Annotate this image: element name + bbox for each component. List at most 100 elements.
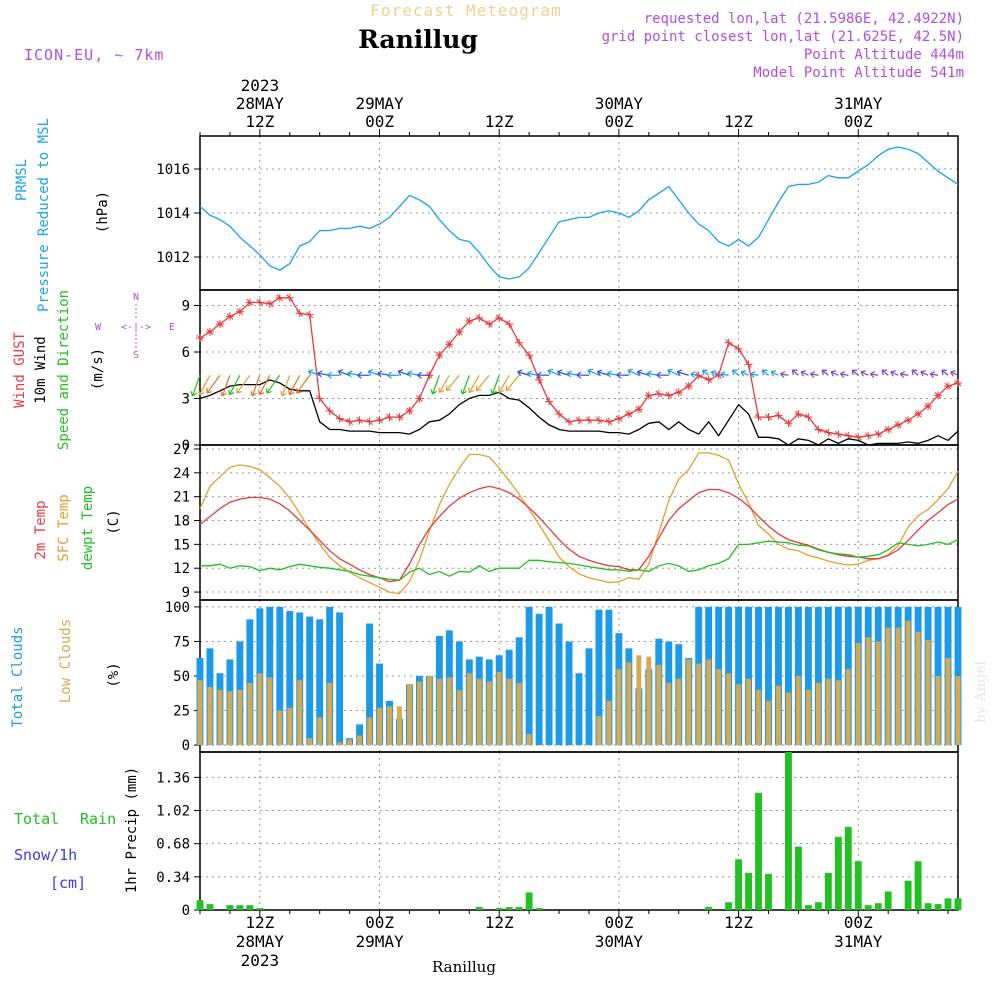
low-cloud-bar — [885, 627, 891, 746]
low-cloud-bar — [456, 689, 462, 746]
precip-bar — [475, 907, 483, 910]
wind-arrow — [770, 371, 779, 376]
gust-marker — [794, 410, 803, 418]
wind-arrow — [338, 370, 350, 376]
total-cloud-bar — [555, 623, 563, 746]
date-label-bottom: 31MAY — [834, 932, 883, 951]
low-cloud-bar — [407, 684, 412, 746]
y-tick-label: 15 — [173, 537, 190, 553]
wind-arrow-head — [566, 370, 572, 378]
precip-bar — [814, 902, 822, 910]
gust-marker — [874, 430, 883, 439]
precip-bar — [914, 861, 922, 910]
low-cloud-bar — [776, 685, 781, 746]
wind-arrow-head — [576, 371, 582, 379]
low-cloud-bar — [347, 739, 353, 746]
wind-arrow-head — [890, 370, 896, 377]
precip-bar — [765, 873, 772, 910]
gust-marker — [764, 413, 773, 422]
wind-arrow — [468, 374, 480, 393]
y-tick-label: 9 — [182, 299, 190, 315]
watermark: by Angel — [973, 660, 989, 723]
wind-arrow-head — [667, 368, 673, 375]
gust-marker — [285, 293, 294, 302]
wind-arrow-head — [327, 371, 332, 379]
time-label-top: 12Z — [245, 112, 274, 131]
low-cloud-bar — [746, 678, 751, 746]
precip-bar — [854, 861, 862, 910]
precip-bar — [196, 900, 204, 910]
wind-arrow — [491, 375, 500, 395]
wind-arrow-head — [307, 369, 314, 376]
low-cloud-bar — [227, 691, 233, 746]
wind-arrow — [475, 374, 490, 391]
y-tick-label: 0 — [182, 438, 190, 454]
wind-arrow — [236, 374, 251, 394]
gust-marker — [205, 327, 214, 336]
gust-marker — [415, 394, 424, 403]
total-cloud-bar — [286, 611, 294, 746]
date-label-top: 30MAY — [595, 94, 644, 113]
low-cloud-bar — [905, 620, 911, 746]
wind-arrow — [266, 374, 281, 394]
wind-arrow-head — [250, 390, 257, 397]
wind-arrow-head — [387, 371, 392, 379]
wind-arrow — [627, 369, 640, 376]
low-cloud-bar — [496, 671, 502, 746]
compass-rose: N W <-|-> E S — [95, 292, 175, 361]
pressure-unit: (hPa) — [95, 191, 111, 233]
wind-arrow-head — [397, 369, 404, 376]
wind-arrow — [206, 374, 221, 394]
compass-dash: <-|-> — [121, 322, 151, 333]
total-cloud-bar — [735, 606, 743, 746]
low-cloud-bar — [277, 710, 283, 746]
sfc-temp-label: SFC Temp — [56, 494, 72, 561]
low-cloud-bar — [626, 662, 632, 746]
precip-bar — [864, 905, 872, 910]
dewpt-line — [200, 539, 959, 581]
wind-arrow-head — [547, 368, 554, 375]
wind-arrow — [517, 371, 530, 376]
low-cloud-bar — [486, 681, 492, 746]
wind-arrow-head — [646, 370, 652, 378]
wind-arrow-head — [860, 370, 867, 377]
wind-arrow — [258, 374, 271, 395]
wind-arrow-head — [288, 389, 295, 396]
wind-arrow-head — [676, 369, 683, 377]
low-cloud-bar — [287, 707, 293, 746]
gust-marker — [954, 379, 962, 387]
low-cloud-bar — [616, 669, 622, 746]
total-cloud-bar — [296, 612, 304, 746]
precip-bar — [206, 904, 214, 910]
low-cloud-bar — [955, 676, 961, 746]
wind-arrow — [288, 374, 301, 395]
wind-arrow-head — [460, 389, 467, 395]
low-cloud-bar — [197, 680, 203, 746]
wind-arrow-head — [851, 369, 858, 376]
dewpt-label: dewpt Temp — [80, 486, 96, 570]
wind-arrow-head — [430, 389, 438, 395]
y-tick-label: 1016 — [156, 162, 190, 178]
wind-arrow — [597, 371, 610, 376]
y-tick-label: 1.36 — [156, 770, 190, 786]
wind-arrow-head — [337, 369, 344, 376]
low-cloud-bar — [506, 678, 512, 746]
low-cloud-bar — [935, 676, 941, 746]
wind-arrow-head — [367, 369, 374, 376]
wind-arrow-head — [750, 371, 756, 378]
wind-arrow — [950, 371, 959, 376]
gust-marker — [604, 417, 613, 426]
total-cloud-bar — [525, 606, 533, 746]
gust-marker — [485, 320, 494, 329]
gust-marker — [704, 375, 713, 384]
wind-arrow-head — [690, 371, 696, 378]
grid-point-coords: grid point closest lon,lat (21.625E, 42.… — [602, 29, 964, 45]
precip-label: 1hr Precip (mm) — [124, 767, 140, 893]
wind-arrow-head — [526, 370, 532, 378]
gust-marker — [884, 425, 893, 434]
low-cloud-bar — [925, 640, 931, 746]
precip-bar — [495, 908, 503, 910]
wind-arrow — [830, 371, 839, 376]
date-label-top: 29MAY — [355, 94, 404, 113]
gust-marker — [934, 391, 943, 400]
